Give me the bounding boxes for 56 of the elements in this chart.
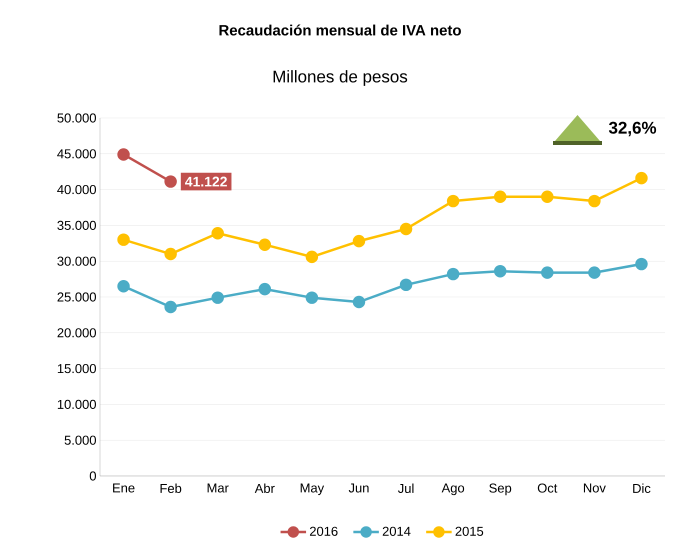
x-tick-label: Sep — [489, 484, 512, 496]
point — [211, 227, 224, 240]
x-tick-label: Ene — [113, 484, 134, 493]
point — [164, 248, 177, 260]
x-tick-label: Jul — [398, 484, 414, 494]
x-tick-label: Abr — [254, 484, 275, 494]
point — [306, 250, 318, 264]
legend-label: 2015 — [456, 526, 484, 536]
point — [541, 190, 554, 203]
point — [446, 194, 460, 208]
point — [352, 234, 366, 248]
point — [164, 175, 177, 188]
point — [117, 233, 130, 246]
point — [258, 238, 272, 251]
point — [494, 190, 506, 203]
point — [635, 258, 648, 270]
y-tick-label: 0 — [90, 471, 96, 481]
point — [588, 194, 601, 208]
y-tick-label: 40.000 — [57, 185, 96, 194]
point — [258, 282, 272, 296]
y-tick-label: 30.000 — [57, 256, 96, 266]
point — [400, 278, 412, 292]
point — [446, 268, 460, 280]
point — [306, 291, 318, 304]
y-tick-label: 20.000 — [58, 328, 96, 338]
x-tick-label: Dic — [633, 484, 650, 494]
point — [211, 291, 224, 304]
x-tick-label: Ago — [442, 484, 464, 496]
annotation: 41.122 — [185, 176, 227, 186]
x-tick-label: Oct — [538, 484, 558, 493]
point — [164, 300, 177, 314]
y-tick-label: 15.000 — [58, 364, 96, 374]
legend-label: 2016 — [310, 526, 338, 536]
point — [541, 266, 554, 279]
chart-subtitle: Millones de pesos — [274, 70, 408, 86]
legend-label: 2014 — [382, 526, 411, 536]
point — [635, 172, 648, 184]
point — [352, 296, 366, 308]
point — [588, 266, 601, 279]
y-tick-label: 25.000 — [58, 292, 96, 302]
point — [117, 148, 130, 161]
point — [400, 222, 412, 236]
x-tick-label: Nov — [584, 484, 606, 493]
x-tick-label: Mar — [208, 484, 229, 493]
annotation: 32,6% — [608, 122, 656, 136]
point — [494, 264, 506, 278]
x-tick-label: Feb — [160, 484, 182, 494]
point — [117, 280, 130, 292]
y-tick-label: 45.000 — [57, 149, 96, 158]
x-tick-label: Jun — [348, 484, 369, 493]
chart-title: Recaudación mensual de IVA neto — [219, 24, 461, 36]
y-tick-label: 50.000 — [57, 113, 96, 123]
y-tick-label: 5.000 — [64, 436, 96, 445]
x-tick-label: May — [300, 484, 324, 496]
y-tick-label: 10.000 — [58, 400, 96, 409]
y-tick-label: 35.000 — [57, 220, 96, 230]
